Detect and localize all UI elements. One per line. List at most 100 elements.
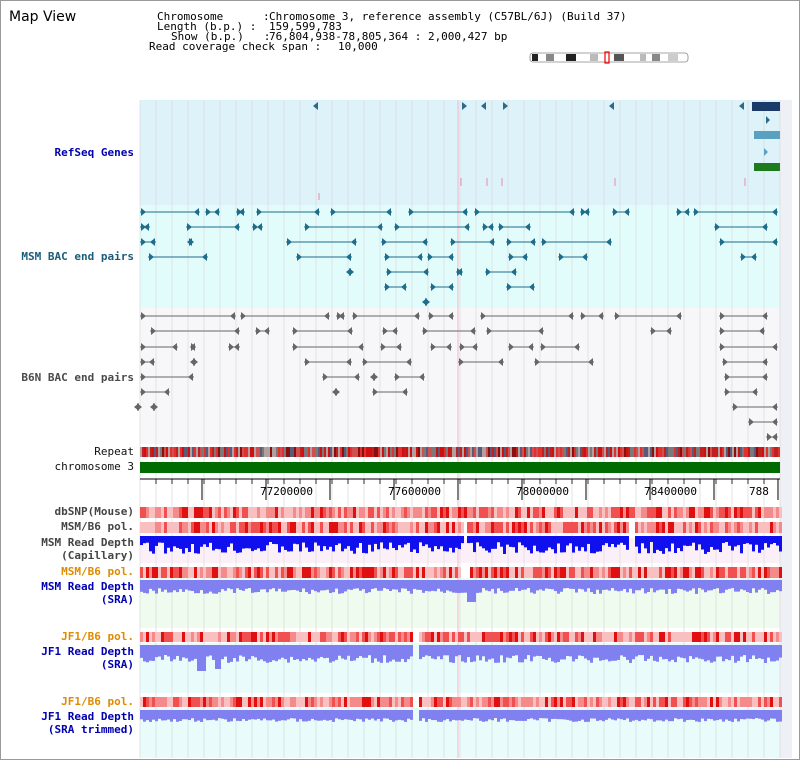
- depth-bar: [632, 645, 635, 660]
- heat-cell: [323, 522, 326, 533]
- track-label-chromosome[interactable]: chromosome 3: [54, 460, 134, 473]
- depth-bar: [428, 580, 431, 592]
- depth-bar: [581, 710, 584, 720]
- heat-cell: [731, 632, 734, 642]
- depth-bar: [680, 645, 683, 658]
- bac-end: [569, 208, 574, 216]
- depth-bar: [323, 710, 326, 720]
- track-label-repeat[interactable]: Repeat: [94, 445, 134, 458]
- bac-end: [676, 312, 681, 320]
- depth-bar: [395, 536, 398, 551]
- heat-cell: [347, 522, 350, 533]
- track-label-jf1-read-depth-sra[interactable]: JF1 Read Depth: [41, 645, 134, 658]
- depth-bar: [596, 536, 599, 552]
- heat-cell: [350, 697, 353, 707]
- heat-cell: [536, 507, 539, 518]
- heat-cell: [416, 567, 419, 578]
- repeat-segment: [504, 447, 506, 457]
- heat-cell: [401, 522, 404, 533]
- heat-cell: [425, 697, 428, 707]
- bac-end: [733, 403, 738, 411]
- repeat-segment: [652, 447, 654, 457]
- heat-cell: [245, 567, 248, 578]
- heat-cell: [311, 632, 314, 642]
- heat-cell: [488, 507, 491, 518]
- repeat-segment: [654, 447, 656, 457]
- track-label-msm-b6-pol-1[interactable]: MSM/B6 pol.: [61, 520, 134, 533]
- heat-cell: [278, 632, 281, 642]
- heat-cell: [770, 522, 773, 533]
- bac-end: [528, 343, 533, 351]
- depth-bar: [302, 710, 305, 722]
- repeat-segment: [388, 447, 390, 457]
- heat-cell: [584, 522, 587, 533]
- heat-cell: [332, 697, 335, 707]
- depth-bar: [725, 645, 728, 660]
- track-label-msm-bac-end-pairs[interactable]: MSM BAC end pairs: [21, 250, 134, 263]
- heat-cell: [392, 632, 395, 642]
- heat-cell: [389, 522, 392, 533]
- depth-bar: [611, 536, 614, 544]
- heat-cell: [575, 567, 578, 578]
- depth-bar: [167, 536, 170, 548]
- bac-end: [363, 358, 368, 366]
- depth-bar: [524, 580, 527, 590]
- bac-end: [314, 208, 319, 216]
- depth-bar: [728, 536, 731, 546]
- heat-cell: [683, 567, 686, 578]
- heat-cell: [728, 522, 731, 533]
- depth-bar: [719, 536, 722, 553]
- depth-bar: [599, 645, 602, 661]
- depth-bar: [428, 536, 431, 548]
- heat-cell: [203, 507, 206, 518]
- heat-cell: [530, 697, 533, 707]
- heat-cell: [605, 507, 608, 518]
- heat-cell: [437, 567, 440, 578]
- depth-bar: [386, 710, 389, 719]
- heat-cell: [284, 567, 287, 578]
- depth-bar: [371, 645, 374, 663]
- track-label-msm-read-depth-capillary[interactable]: MSM Read Depth: [41, 536, 134, 549]
- depth-bar: [317, 536, 320, 546]
- track-label-jf1-b6-pol-2[interactable]: JF1/B6 pol.: [61, 695, 134, 708]
- heat-cell: [203, 697, 206, 707]
- track-label-b6n-bac-end-pairs[interactable]: B6N BAC end pairs: [21, 371, 134, 384]
- track-label-msm-read-depth-sra[interactable]: MSM Read Depth: [41, 580, 134, 593]
- heat-cell: [245, 507, 248, 518]
- depth-bar: [176, 645, 179, 656]
- depth-bar: [380, 710, 383, 722]
- bac-end: [395, 373, 400, 381]
- repeat-segment: [170, 447, 172, 457]
- heat-cell: [581, 522, 584, 533]
- track-label-dbsnp[interactable]: dbSNP(Mouse): [54, 505, 134, 518]
- heat-cell: [413, 522, 416, 533]
- heat-cell: [479, 632, 482, 642]
- heat-cell: [578, 632, 581, 642]
- repeat-segment: [480, 447, 482, 457]
- heat-cell: [695, 632, 698, 642]
- repeat-segment: [692, 447, 694, 457]
- heat-cell: [341, 632, 344, 642]
- heat-cell: [566, 522, 569, 533]
- repeat-segment: [386, 447, 388, 457]
- track-label-refseq-genes[interactable]: RefSeq Genes: [54, 146, 134, 159]
- heat-cell: [302, 697, 305, 707]
- depth-bar: [185, 580, 188, 590]
- heat-cell: [326, 632, 329, 642]
- depth-bar: [446, 710, 449, 720]
- repeat-segment: [612, 447, 614, 457]
- track-label-jf1-b6-pol-1[interactable]: JF1/B6 pol.: [61, 630, 134, 643]
- depth-bar: [638, 580, 641, 591]
- bac-end: [481, 312, 486, 320]
- depth-bar: [335, 580, 338, 589]
- depth-bar: [299, 710, 302, 720]
- repeat-segment: [590, 447, 592, 457]
- heat-cell: [698, 632, 701, 642]
- repeat-segment: [270, 447, 272, 457]
- bac-end: [584, 208, 589, 216]
- track-label-msm-b6-pol-2[interactable]: MSM/B6 pol.: [61, 565, 134, 578]
- heat-cell: [557, 632, 560, 642]
- depth-bar: [623, 536, 626, 545]
- track-label-jf1-read-depth-trimmed[interactable]: JF1 Read Depth: [41, 710, 134, 723]
